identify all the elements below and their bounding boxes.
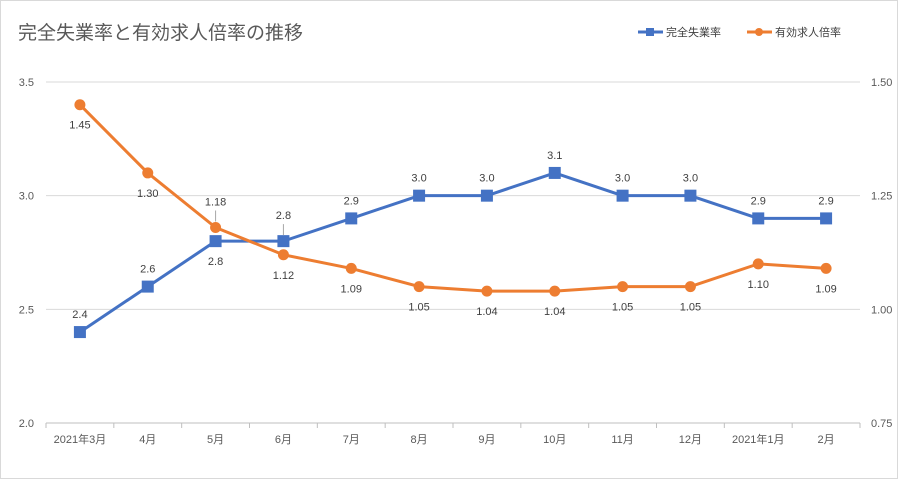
series-line-0	[79, 171, 827, 334]
data-label: 1.09	[341, 283, 362, 295]
series	[73, 99, 833, 339]
data-label: 2.8	[276, 210, 291, 222]
data-label: 1.05	[680, 302, 701, 314]
data-point-square	[480, 189, 493, 202]
data-point-square	[277, 235, 290, 248]
x-tick-label: 2021年3月	[54, 432, 107, 446]
data-point-circle	[142, 167, 154, 179]
legend-marker-square-icon	[646, 28, 654, 36]
data-label: 2.9	[344, 195, 359, 207]
data-label: 1.30	[137, 188, 158, 200]
data-point-circle	[413, 281, 425, 293]
data-point-circle	[74, 99, 86, 111]
data-label: 1.10	[748, 279, 769, 291]
data-point-circle	[345, 262, 357, 274]
data-label: 1.18	[205, 196, 226, 208]
series-line-1	[78, 103, 827, 293]
y-right-tick-label: 1.00	[871, 304, 892, 316]
x-tick-label: 9月	[478, 434, 495, 446]
data-point-square	[684, 189, 697, 202]
data-point-circle	[752, 258, 764, 270]
data-point-circle	[210, 221, 222, 233]
data-point-circle	[549, 285, 561, 297]
x-tick-label: 10月	[543, 434, 566, 446]
data-label: 1.04	[476, 306, 497, 318]
x-tick-label: 2月	[818, 434, 835, 446]
data-label: 3.0	[615, 173, 630, 185]
x-tick-label: 4月	[139, 434, 156, 446]
y-left-tick-label: 3.5	[19, 77, 34, 89]
data-point-square	[345, 212, 358, 225]
data-label: 1.04	[544, 306, 565, 318]
y-left-tick-label: 2.5	[19, 304, 34, 316]
data-label: 2.8	[208, 256, 223, 268]
legend-label-job-ratio: 有効求人倍率	[775, 25, 841, 39]
data-point-square	[141, 280, 154, 293]
data-point-circle	[481, 285, 493, 297]
data-label: 3.0	[479, 173, 494, 185]
data-label: 3.0	[683, 173, 698, 185]
data-point-square	[548, 166, 561, 179]
data-labels: 2.4 2.6 2.8 2.8 2.9 3.0 3.0 3.1 3.0 3.0 2.9 2.9 1.45…	[69, 120, 837, 321]
data-label: 1.05	[612, 302, 633, 314]
data-label: 1.05	[408, 302, 429, 314]
legend-label-unemployment: 完全失業率	[666, 25, 721, 39]
data-point-square	[820, 212, 833, 225]
data-label: 2.6	[140, 264, 155, 276]
x-tick-label: 12月	[679, 434, 702, 446]
data-label: 2.9	[751, 195, 766, 207]
data-point-square	[73, 326, 86, 339]
data-label: 2.4	[72, 309, 87, 321]
data-point-square	[209, 235, 222, 248]
data-point-square	[413, 189, 426, 202]
y-right-tick-label: 1.25	[871, 191, 892, 203]
axes: 2.0 2.5 3.0 3.5 0.75 1.00 1.25 1.50 2021年3月 4月 5月 6…	[19, 77, 893, 446]
data-label: 2.9	[818, 195, 833, 207]
legend: 完全失業率 有効求人倍率	[638, 25, 841, 39]
data-label: 3.1	[547, 150, 562, 162]
x-tick-label: 8月	[411, 434, 428, 446]
data-label: 1.09	[815, 283, 836, 295]
data-label: 1.12	[273, 270, 294, 282]
chart-title: 完全失業率と有効求人倍率の推移	[18, 22, 303, 44]
data-point-circle	[617, 281, 629, 293]
x-tick-label: 2021年1月	[732, 432, 785, 446]
data-point-circle	[277, 249, 289, 261]
data-point-circle	[684, 281, 696, 293]
x-tick-label: 6月	[275, 434, 292, 446]
legend-marker-circle-icon	[755, 28, 763, 36]
y-right-tick-label: 1.50	[871, 77, 892, 89]
data-point-square	[616, 189, 629, 202]
x-tick-label: 5月	[207, 434, 224, 446]
data-point-square	[752, 212, 765, 225]
y-left-tick-label: 2.0	[19, 418, 34, 430]
x-tick-label: 7月	[343, 434, 360, 446]
data-label: 1.45	[69, 120, 90, 132]
gridlines	[46, 81, 860, 424]
data-label: 3.0	[411, 173, 426, 185]
x-tick-label: 11月	[611, 434, 633, 446]
y-left-tick-label: 3.0	[19, 191, 34, 203]
y-right-tick-label: 0.75	[871, 418, 892, 430]
data-point-circle	[820, 262, 832, 274]
